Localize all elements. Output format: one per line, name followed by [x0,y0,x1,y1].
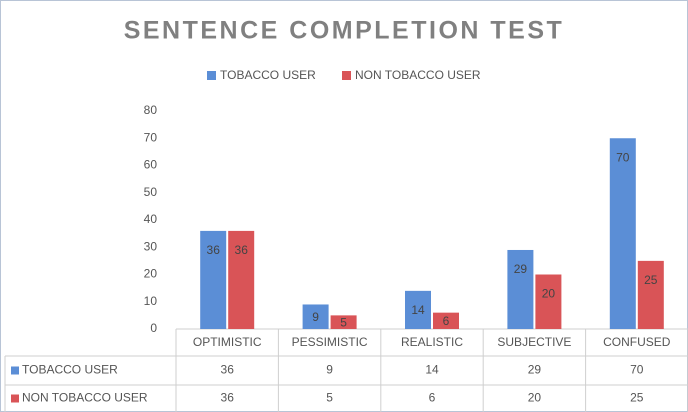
table-cell: 70 [630,363,644,377]
y-tick-label: 0 [150,321,157,335]
bar [405,290,431,329]
data-label: 5 [340,315,347,329]
bar [200,230,227,329]
y-tick-label: 80 [144,103,158,117]
x-tick-label: REALISTIC [401,335,463,349]
chart-title: SENTENCE COMPLETION TEST [124,17,565,45]
data-label: 6 [443,314,450,328]
table-row-header: TOBACCO USER [22,363,118,377]
table-swatch [11,394,19,403]
bar [228,230,255,329]
x-tick-label: PESSIMISTIC [292,335,368,349]
table-cell: 20 [528,391,542,405]
bar [330,315,357,329]
bar [535,274,562,329]
data-label: 36 [207,243,221,257]
table-cell: 9 [326,363,333,377]
y-tick-label: 20 [144,267,158,281]
y-tick-label: 30 [144,239,158,253]
y-tick-label: 40 [144,212,158,226]
data-label: 9 [312,310,319,324]
y-tick-label: 60 [144,158,158,172]
table-cell: 36 [221,363,235,377]
table-row-header: NON TOBACCO USER [22,391,148,405]
data-label: 25 [644,273,658,287]
data-label: 36 [235,243,249,257]
bar [302,304,329,329]
table-cell: 29 [528,363,542,377]
table-cell: 14 [425,363,439,377]
data-label: 70 [616,150,630,164]
data-label: 14 [411,303,425,317]
bar [609,138,636,329]
bar [433,312,459,329]
y-tick-label: 70 [144,130,158,144]
bar [507,249,534,329]
table-cell: 25 [630,391,644,405]
data-label: 29 [514,262,528,276]
x-tick-label: OPTIMISTIC [193,335,262,349]
y-tick-label: 10 [144,294,158,308]
legend-label: TOBACCO USER [220,68,316,82]
x-tick-label: SUBJECTIVE [497,335,571,349]
x-tick-label: CONFUSED [603,335,671,349]
legend-swatch [207,71,216,80]
bar [637,260,664,329]
table-cell: 36 [221,391,235,405]
y-tick-label: 50 [144,185,158,199]
legend-label: NON TOBACCO USER [355,68,481,82]
table-cell: 6 [429,391,436,405]
data-label: 20 [542,287,556,301]
table-swatch [11,366,19,375]
table-cell: 5 [326,391,333,405]
legend-swatch [342,71,351,80]
